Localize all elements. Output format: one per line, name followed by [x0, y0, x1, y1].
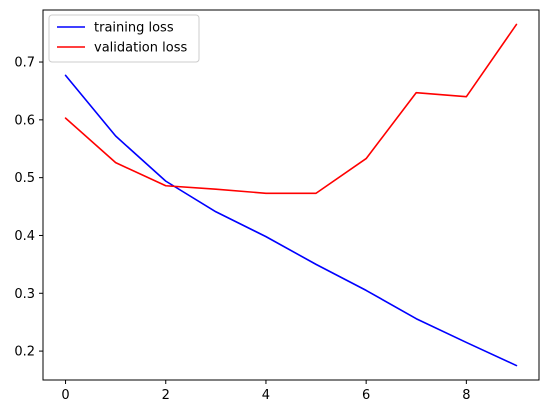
y-tick-label: 0.5 [14, 171, 35, 186]
x-tick-label: 8 [462, 388, 470, 403]
series-line-training-loss [64, 74, 518, 367]
y-axis-ticks: 0.2 0.3 0.4 0.5 0.6 0.7 [14, 56, 43, 360]
y-tick-label: 0.4 [14, 229, 35, 244]
x-tick-label: 2 [162, 388, 170, 403]
legend-label: validation loss [94, 41, 187, 56]
y-tick-label: 0.6 [14, 113, 35, 128]
series-layer [64, 23, 518, 367]
series-line-validation-loss [64, 23, 518, 195]
x-axis-ticks: 0 2 4 6 8 [61, 380, 470, 403]
y-tick-label: 0.2 [14, 345, 35, 360]
x-tick-label: 6 [362, 388, 370, 403]
y-tick-label: 0.3 [14, 287, 35, 302]
y-tick-label: 0.7 [14, 56, 35, 71]
x-tick-label: 4 [262, 388, 270, 403]
legend-box [48, 14, 200, 63]
x-tick-label: 0 [61, 388, 69, 403]
legend-label: training loss [94, 21, 174, 36]
axes-frame [42, 9, 540, 381]
legend: training loss validation loss [48, 14, 200, 63]
